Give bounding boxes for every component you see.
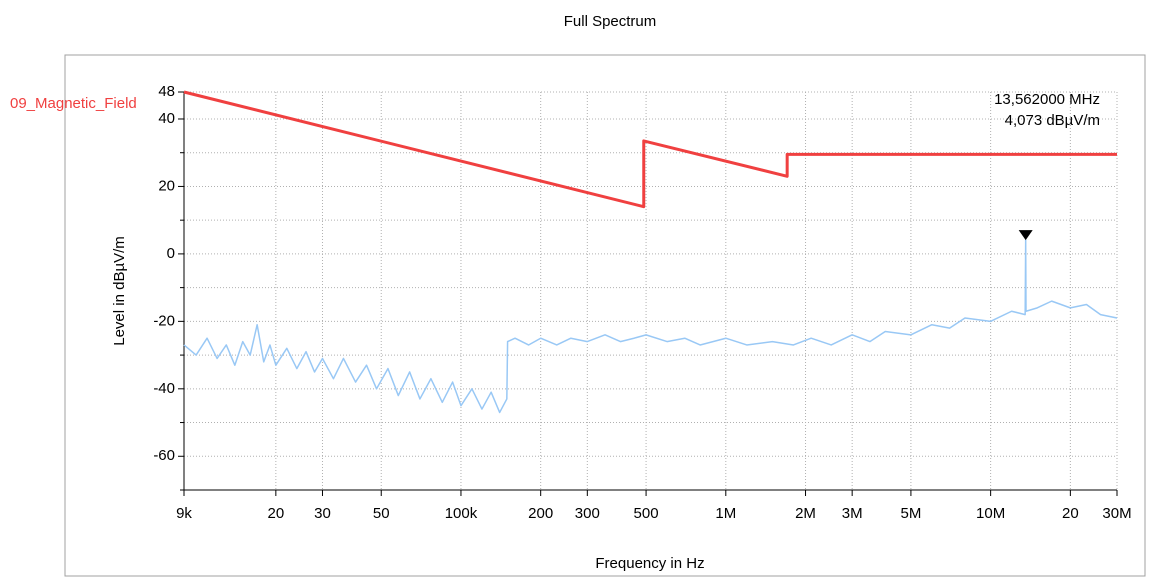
y-tick-label: -40	[153, 380, 175, 397]
x-tick-label: 1M	[715, 505, 736, 522]
x-tick-label: 20	[267, 505, 284, 522]
marker-annotation: 4,073 dBµV/m	[1005, 112, 1100, 129]
x-tick-label: 9k	[176, 505, 192, 522]
peak-marker	[1018, 230, 1033, 241]
x-tick-label: 2M	[795, 505, 816, 522]
x-tick-label: 30	[314, 505, 331, 522]
x-tick-label: 50	[373, 505, 390, 522]
limit-label: 09_Magnetic_Field	[10, 95, 137, 112]
y-tick-label: 20	[158, 177, 175, 194]
x-tick-label: 100k	[445, 505, 478, 522]
x-tick-label: 200	[528, 505, 553, 522]
x-tick-label: 500	[634, 505, 659, 522]
chart-title: Full Spectrum	[564, 13, 657, 30]
spectrum-line	[183, 239, 1118, 414]
x-tick-label: 3M	[842, 505, 863, 522]
frame	[64, 54, 1146, 577]
y-tick-label: 0	[167, 245, 175, 262]
x-tick-label: 20	[1062, 505, 1079, 522]
y-tick-label: 48	[158, 83, 175, 100]
limit-line	[183, 90, 1117, 209]
x-tick-label: 10M	[976, 505, 1005, 522]
x-tick-label: 5M	[900, 505, 921, 522]
y-tick-label: -20	[153, 312, 175, 329]
x-axis-label: Frequency in Hz	[595, 555, 704, 572]
x-tick-label: 30M	[1102, 505, 1131, 522]
y-tick-label: -60	[153, 447, 175, 464]
y-tick-label: 40	[158, 110, 175, 127]
marker-annotation: 13,562000 MHz	[994, 91, 1100, 108]
x-tick-label: 300	[575, 505, 600, 522]
y-axis-label: Level in dBµV/m	[111, 236, 128, 346]
